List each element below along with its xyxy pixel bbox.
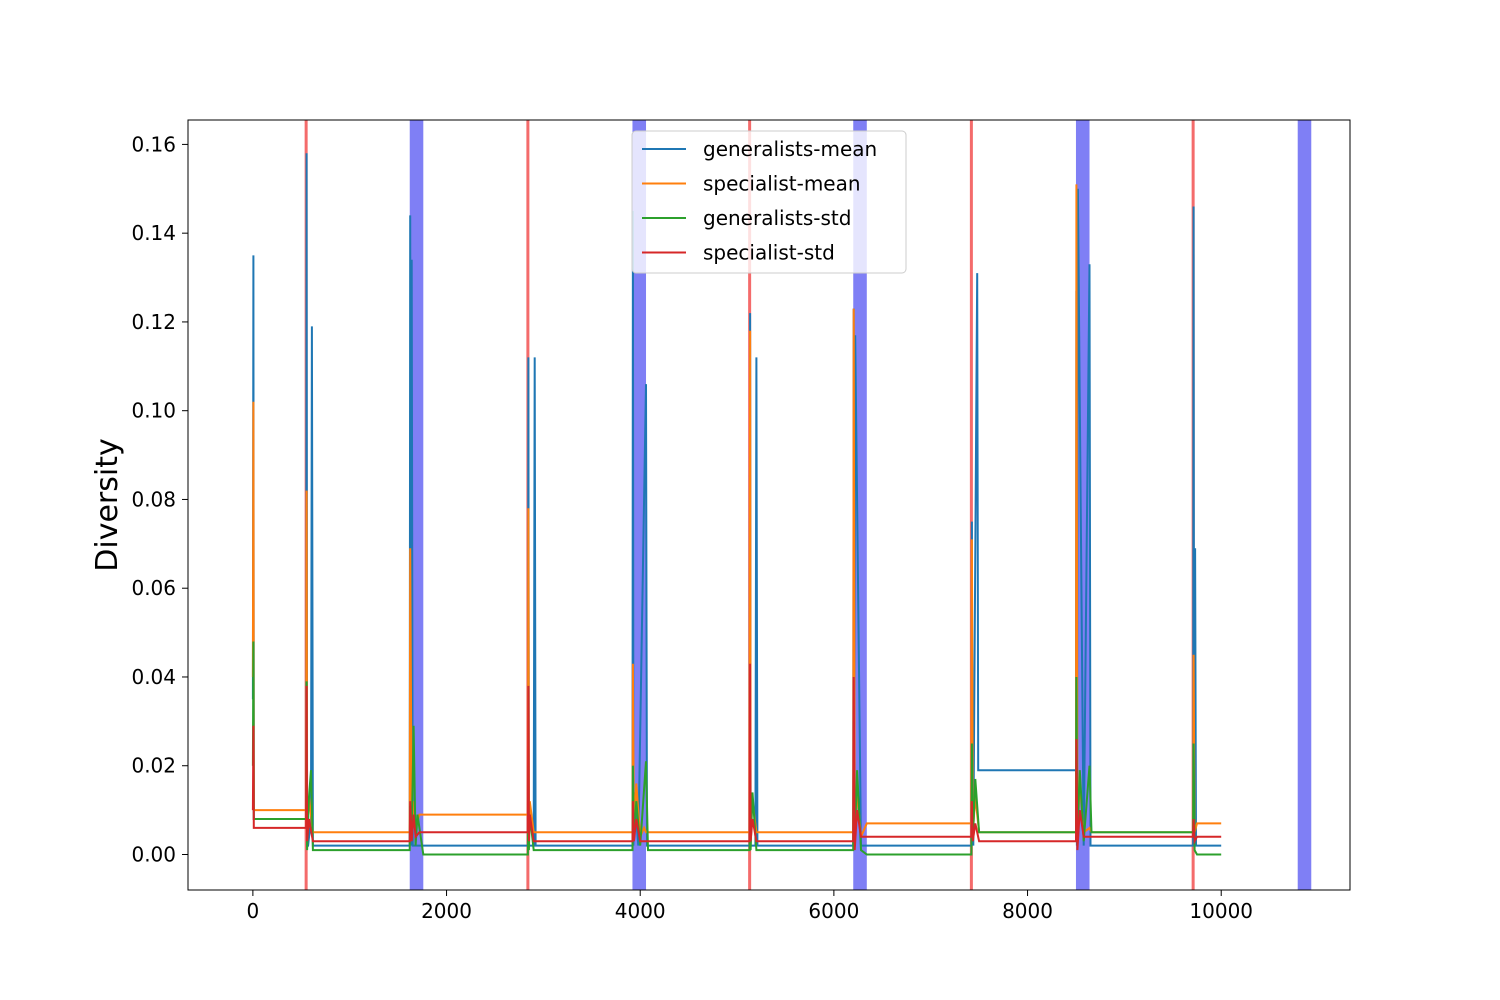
series-lines xyxy=(251,153,1222,856)
legend-label: specialist-std xyxy=(703,241,835,265)
x-tick-label: 6000 xyxy=(808,899,859,923)
blue-band-2 xyxy=(632,120,647,890)
x-tick-label: 10000 xyxy=(1189,899,1253,923)
y-tick-label: 0.02 xyxy=(131,754,176,778)
plot-frame xyxy=(187,119,1351,891)
x-tick-label: 4000 xyxy=(615,899,666,923)
blue-band-5 xyxy=(1297,120,1312,890)
legend: generalists-mean specialist-mean generalis… xyxy=(631,130,907,274)
legend-label: generalists-mean xyxy=(703,137,877,161)
y-tick-label: 0.16 xyxy=(131,132,176,156)
x-tick-label: 2000 xyxy=(421,899,472,923)
series-line-specialist-mean xyxy=(251,184,1222,838)
legend-label: specialist-mean xyxy=(703,172,861,196)
y-tick-label: 0.06 xyxy=(131,576,176,600)
y-tick-label: 0.04 xyxy=(131,665,176,689)
y-tick-label: 0.08 xyxy=(131,487,176,511)
series-line-specialist-std xyxy=(251,663,1222,851)
x-tick-label: 0 xyxy=(247,899,260,923)
legend-label: generalists-std xyxy=(703,206,851,230)
blue-band-3 xyxy=(853,120,867,890)
y-tick-label: 0.10 xyxy=(131,399,176,423)
legend-box xyxy=(631,130,907,274)
y-axis-title: Diversity xyxy=(90,438,125,571)
y-tick-label: 0.12 xyxy=(131,310,176,334)
x-tick-label: 8000 xyxy=(1002,899,1053,923)
y-axis-ticks: 0.00 0.02 0.04 0.06 0.08 0.10 0.12 0.14 0.16 xyxy=(131,132,188,866)
y-tick-label: 0.00 xyxy=(131,842,176,866)
x-axis-ticks: 0 2000 4000 6000 8000 10000 xyxy=(247,890,1253,923)
y-tick-label: 0.14 xyxy=(131,221,176,245)
